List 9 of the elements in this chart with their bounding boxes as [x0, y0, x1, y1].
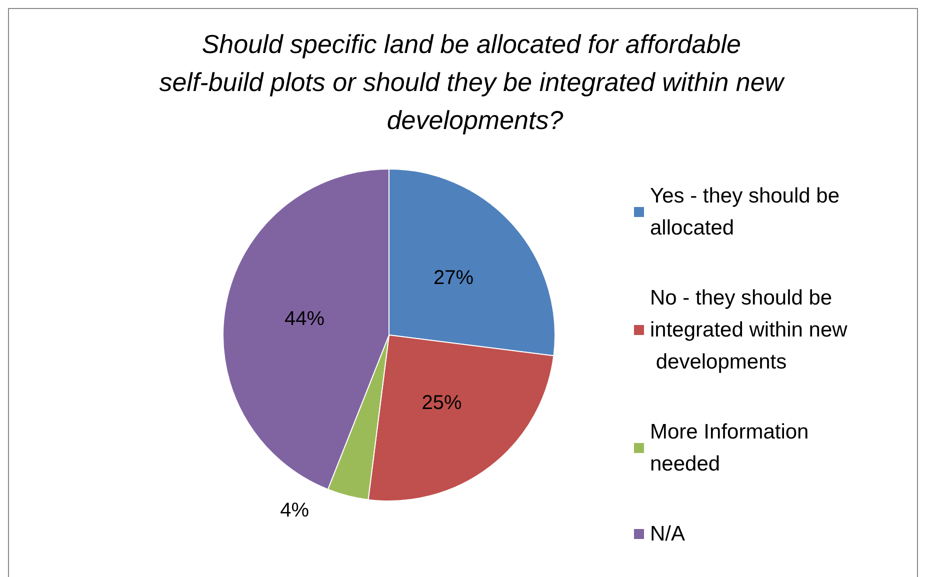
data-label: 27%	[433, 267, 474, 290]
data-label: 4%	[280, 499, 310, 522]
legend-label: N/A	[650, 522, 686, 546]
legend-label: No - they should be integrated within new developments	[650, 286, 848, 374]
legend-label: Yes - they should be allocated	[650, 184, 846, 240]
chart-title: Should specific land be allocated for affordable self-build plots or should they be integrated within new developments?	[159, 29, 791, 135]
data-label: 44%	[284, 308, 325, 330]
data-label: 25%	[422, 392, 462, 414]
legend-label: More Information needed	[650, 420, 815, 476]
